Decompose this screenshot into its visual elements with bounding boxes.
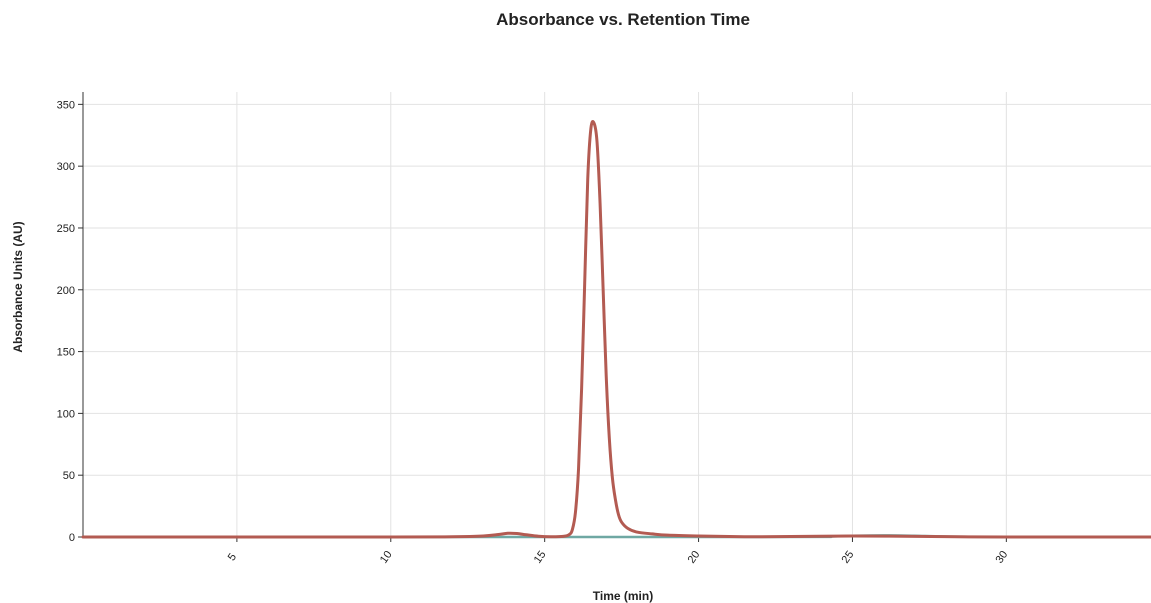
axes — [78, 92, 1151, 542]
y-tick-label: 350 — [57, 99, 75, 111]
x-axis-label: Time (min) — [592, 589, 654, 603]
series-line-0 — [81, 120, 1151, 539]
y-tick-label: 200 — [57, 285, 75, 297]
x-tick-label: 20 — [686, 549, 703, 566]
grid — [83, 92, 1151, 537]
chart-title: Absorbance vs. Retention Time — [496, 10, 750, 29]
y-tick-label: 0 — [69, 532, 75, 544]
y-tick-label: 50 — [63, 470, 75, 482]
series-layer — [81, 120, 1151, 539]
y-tick-label: 250 — [57, 223, 75, 235]
x-tick-label: 25 — [840, 549, 857, 566]
x-tick-label: 15 — [532, 549, 549, 566]
x-tick-label: 10 — [378, 549, 395, 566]
y-tick-label: 150 — [57, 347, 75, 359]
x-tick-label: 30 — [993, 549, 1010, 566]
y-tick-label: 100 — [57, 408, 75, 420]
x-tick-label: 5 — [226, 551, 239, 563]
y-tick-label: 300 — [57, 161, 75, 173]
tick-labels: 0 50 100 150 200 250 300 350 5 10 15 20 25 30 — [57, 99, 1011, 565]
